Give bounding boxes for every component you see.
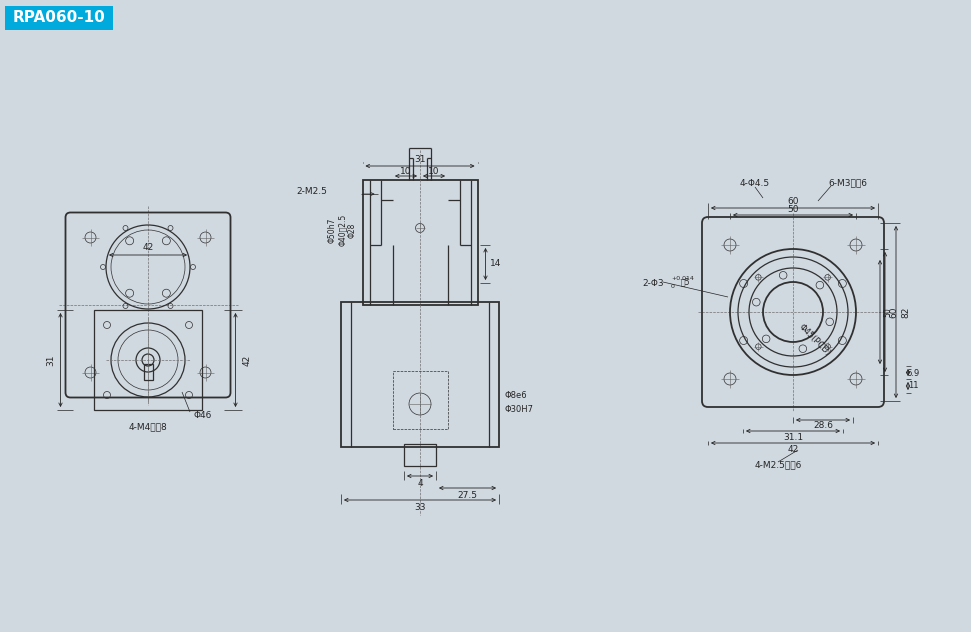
Text: Φ50h7: Φ50h7: [328, 217, 337, 243]
Text: 50: 50: [884, 307, 892, 317]
Bar: [144, 364, 152, 380]
Text: Φ45(PCD): Φ45(PCD): [797, 322, 833, 358]
Bar: [341, 302, 499, 447]
Bar: [392, 371, 448, 429]
Text: 31: 31: [415, 155, 425, 164]
Text: Φ28: Φ28: [348, 222, 357, 238]
Text: 42: 42: [243, 355, 252, 366]
Text: Φ40深2.5: Φ40深2.5: [338, 214, 347, 246]
Text: 10: 10: [400, 166, 412, 176]
Text: 2-Φ3: 2-Φ3: [642, 279, 664, 288]
Text: 4-M2.5牙深6: 4-M2.5牙深6: [754, 461, 802, 470]
Text: 82: 82: [901, 307, 911, 318]
Text: RPA060-10: RPA060-10: [13, 11, 106, 25]
Text: 31.1: 31.1: [783, 432, 803, 442]
Bar: [94, 310, 202, 410]
Text: 27.5: 27.5: [457, 490, 478, 499]
Text: 28.6: 28.6: [813, 422, 833, 430]
Text: 60: 60: [889, 307, 898, 318]
Text: 4-M4牙深8: 4-M4牙深8: [128, 423, 167, 432]
Text: Φ30H7: Φ30H7: [504, 406, 533, 415]
Text: 11: 11: [908, 382, 919, 391]
Text: 深5: 深5: [681, 277, 690, 286]
Text: 14: 14: [489, 260, 501, 269]
Text: 42: 42: [143, 243, 153, 252]
Text: 0: 0: [671, 284, 675, 288]
Text: 10: 10: [428, 166, 440, 176]
Text: 6.9: 6.9: [906, 368, 920, 377]
Text: 33: 33: [415, 502, 425, 511]
Text: Φ8e6: Φ8e6: [504, 391, 526, 399]
Text: 50: 50: [787, 205, 799, 214]
Text: +0.014: +0.014: [671, 276, 694, 281]
Bar: [362, 180, 478, 305]
Bar: [404, 444, 436, 466]
Text: 4-Φ4.5: 4-Φ4.5: [740, 178, 770, 188]
Text: Φ46: Φ46: [194, 411, 213, 420]
Bar: [5, 6, 113, 30]
Text: 2-M2.5: 2-M2.5: [296, 188, 327, 197]
Text: 60: 60: [787, 197, 799, 205]
Text: 4: 4: [418, 478, 422, 487]
Text: 42: 42: [787, 446, 798, 454]
Text: 31: 31: [46, 355, 55, 366]
Text: 6-M3牙深6: 6-M3牙深6: [828, 178, 867, 188]
